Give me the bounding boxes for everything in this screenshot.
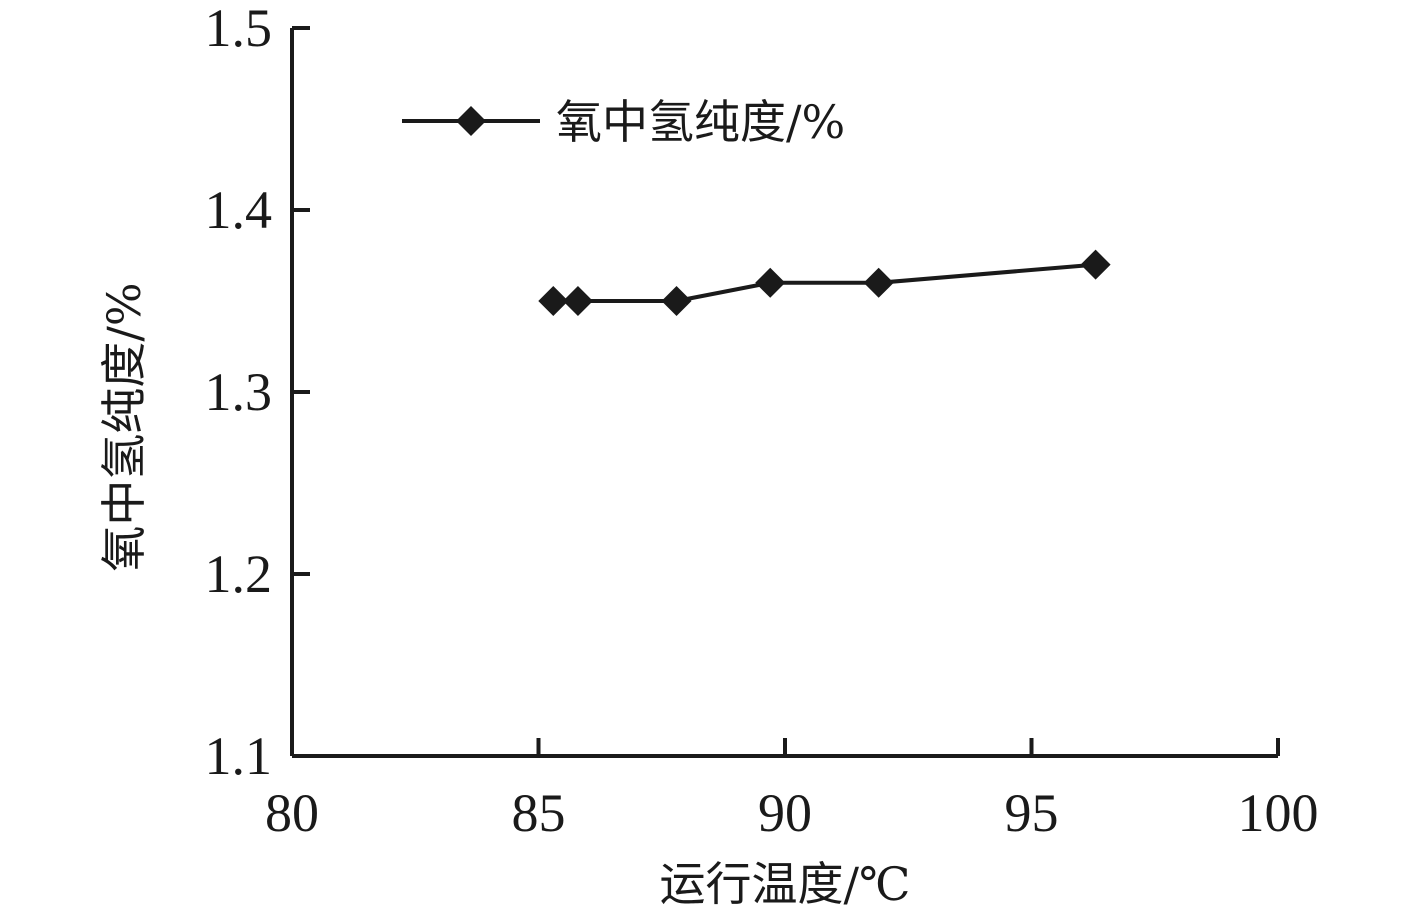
- x-tick-label: 85: [512, 783, 566, 843]
- x-tick-label: 95: [1005, 783, 1059, 843]
- y-tick-label: 1.2: [205, 544, 273, 604]
- y-ticks: 1.1 1.2 1.3 1.4 1.5: [205, 0, 310, 786]
- y-tick-label: 1.4: [205, 180, 273, 240]
- y-tick-label: 1.1: [205, 726, 273, 786]
- x-tick-label: 100: [1238, 783, 1319, 843]
- data-point-diamond: [1080, 249, 1111, 280]
- legend-diamond-marker: [456, 106, 486, 136]
- data-point-diamond: [755, 267, 786, 298]
- x-tick-label: 80: [265, 783, 319, 843]
- legend-label: 氧中氢纯度/%: [556, 95, 845, 149]
- y-axis-title: 氧中氢纯度/%: [97, 282, 151, 571]
- data-point-diamond: [538, 286, 569, 316]
- y-tick-label: 1.3: [205, 362, 273, 422]
- data-point-diamond: [562, 286, 593, 316]
- x-tick-label: 90: [758, 783, 812, 843]
- series-line: [553, 262, 1096, 303]
- legend: 氧中氢纯度/%: [402, 95, 845, 149]
- axes: 1.1 1.2 1.3 1.4 1.5 80 85 90 95 100: [205, 0, 1319, 843]
- plot-area: [538, 249, 1111, 316]
- y-tick-label: 1.5: [205, 0, 273, 58]
- x-ticks: 80 85 90 95 100: [265, 738, 1319, 843]
- data-point-diamond: [661, 286, 692, 316]
- data-point-diamond: [863, 267, 894, 298]
- x-axis-title: 运行温度/℃: [660, 857, 911, 911]
